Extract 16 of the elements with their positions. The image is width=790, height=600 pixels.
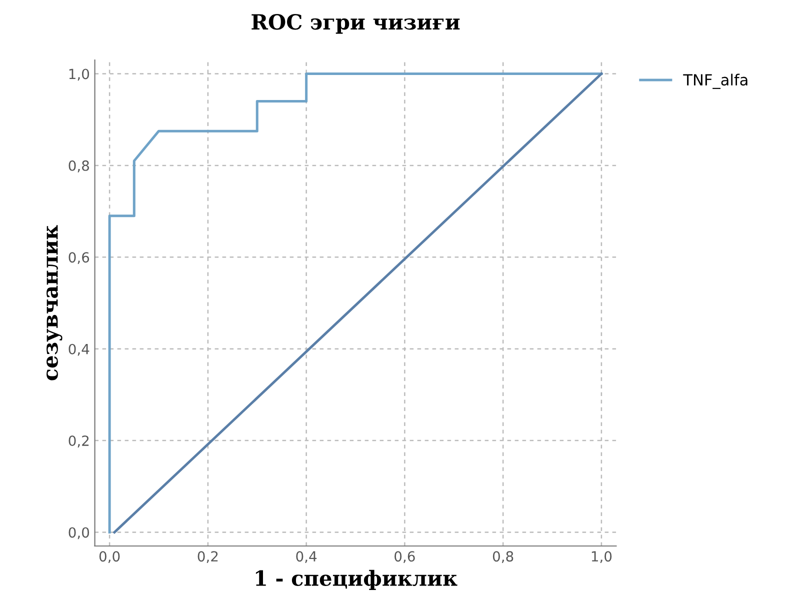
x-tick-label: 0,6 (394, 551, 415, 564)
x-tick-label: 0,8 (492, 551, 514, 564)
y-tick-label: 0,4 (68, 344, 90, 356)
y-axis-title: сезувчанлик (46, 225, 62, 380)
y-tick-label: 0,8 (68, 160, 89, 172)
x-tick-label: 0,4 (296, 551, 317, 564)
x-tick-label: 0,0 (99, 551, 120, 564)
x-axis-title: 1 - спецификлик (256, 570, 458, 590)
x-tick-label: 0,2 (198, 551, 218, 564)
y-tick-label: 1,0 (69, 68, 90, 81)
y-tick-label: 0,2 (68, 436, 89, 448)
y-tick-label: 0,0 (68, 527, 90, 540)
chart-title: ROC эгри чизиғи (252, 14, 460, 34)
y-tick-label: 0,6 (68, 252, 90, 264)
legend-label: TNF_alfa (683, 74, 748, 89)
x-tick-label: 1,0 (592, 551, 612, 564)
